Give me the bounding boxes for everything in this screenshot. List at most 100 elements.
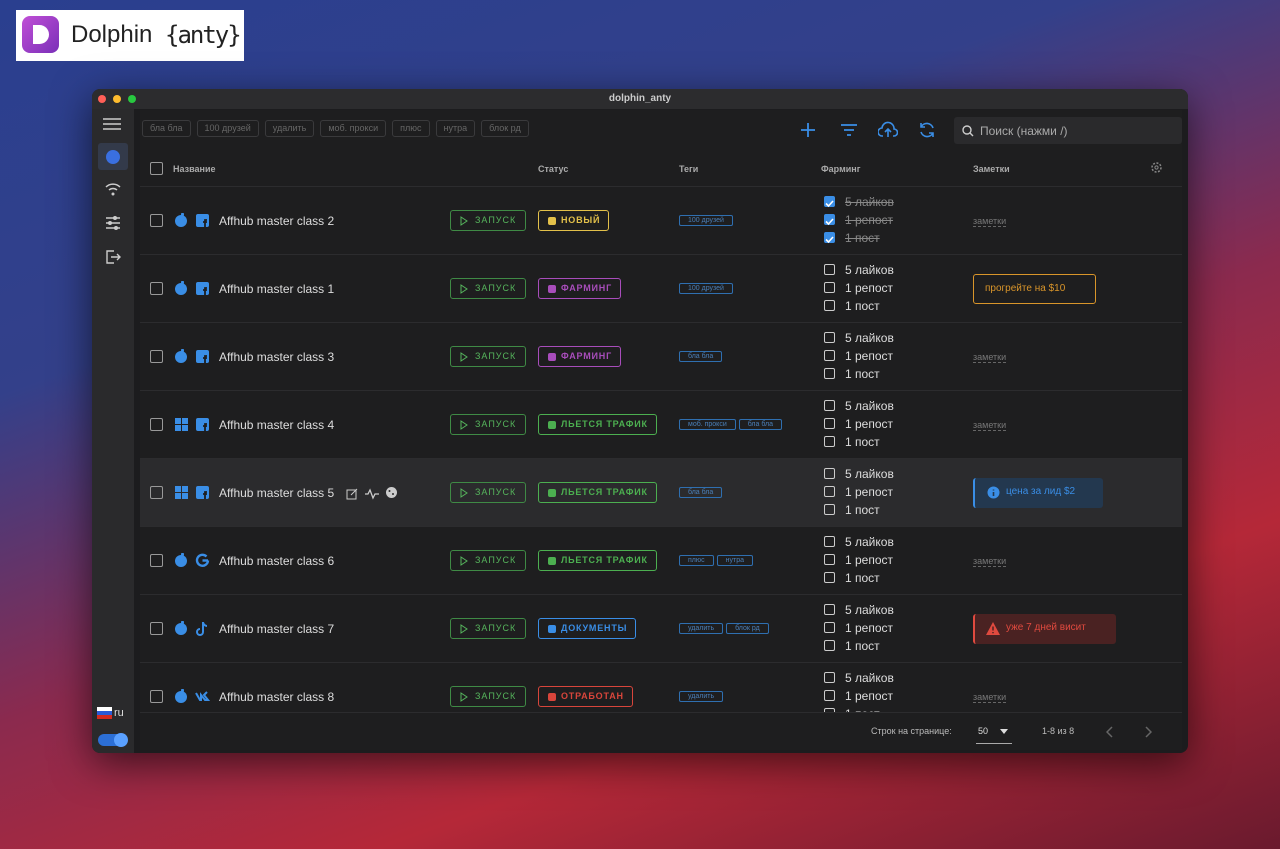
note[interactable]: цена за лид $2 [973,478,1103,508]
launch-button[interactable]: ЗАПУСК [450,618,526,639]
minimize-button[interactable] [113,95,121,103]
farming-checkbox[interactable] [824,468,835,479]
nav-profiles[interactable] [98,143,128,170]
tag-filter[interactable]: блок рд [481,120,529,137]
add-button[interactable] [800,122,816,138]
farming-checkbox[interactable] [824,504,835,515]
note-placeholder[interactable]: заметки [973,216,1007,227]
farming-checkbox[interactable] [824,554,835,565]
profile-row[interactable]: Affhub master class 7 ЗАПУСК ДОКУМЕНТЫ удал… [140,595,1182,663]
status-badge[interactable]: ФАРМИНГ [538,278,622,299]
language[interactable]: ru [114,707,124,719]
launch-button[interactable]: ЗАПУСК [450,550,526,571]
tag[interactable]: удалить [679,691,724,702]
farming-checkbox[interactable] [824,418,835,429]
tag-filter[interactable]: нутра [435,120,476,137]
profile-row[interactable]: Affhub master class 5 ЗАПУСК ЛЬЕТСЯ ТРАФИК… [140,459,1182,527]
row-checkbox[interactable] [150,690,163,703]
profile-row[interactable]: Affhub master class 8 ЗАПУСК ОТРАБОТАН удал… [140,663,1182,712]
profile-name[interactable]: Affhub master class 1 [219,282,335,296]
prev-page[interactable] [1106,726,1114,738]
farming-checkbox[interactable] [824,604,835,615]
note-placeholder[interactable]: заметки [973,556,1007,567]
status-badge[interactable]: ЛЬЕТСЯ ТРАФИК [538,550,657,571]
farming-checkbox[interactable] [824,368,835,379]
maximize-button[interactable] [128,95,136,103]
launch-button[interactable]: ЗАПУСК [450,414,526,435]
tag-filter[interactable]: моб. прокси [320,120,387,137]
farming-checkbox[interactable] [824,436,835,447]
close-button[interactable] [98,95,106,103]
tag[interactable]: блок рд [726,623,769,634]
tag-filter[interactable]: бла бла [142,120,191,137]
row-checkbox[interactable] [150,622,163,635]
launch-button[interactable]: ЗАПУСК [450,210,526,231]
menu-icon[interactable] [102,117,122,131]
profile-row[interactable]: Affhub master class 3 ЗАПУСК ФАРМИНГ бла бл… [140,323,1182,391]
row-checkbox[interactable] [150,350,163,363]
farming-checkbox[interactable] [824,690,835,701]
columns-settings[interactable] [1150,161,1163,174]
profile-row[interactable]: Affhub master class 1 ЗАПУСК ФАРМИНГ 100 др… [140,255,1182,323]
farming-checkbox[interactable] [824,708,835,712]
farming-checkbox[interactable] [824,300,835,311]
tag[interactable]: бла бла [738,419,783,430]
status-badge[interactable]: ДОКУМЕНТЫ [538,618,637,639]
tag[interactable]: нутра [716,555,753,566]
row-checkbox[interactable] [150,282,163,295]
profile-name[interactable]: Affhub master class 8 [219,690,335,704]
profile-name[interactable]: Affhub master class 5 [219,486,335,500]
tag[interactable]: 100 друзей [679,215,733,226]
status-badge[interactable]: ЛЬЕТСЯ ТРАФИК [538,414,657,435]
select-all-checkbox[interactable] [150,162,163,175]
farming-checkbox[interactable] [824,672,835,683]
tag[interactable]: бла бла [679,487,723,498]
status-badge[interactable]: ОТРАБОТАН [538,686,633,707]
search-box[interactable]: Поиск (нажми /) [954,117,1182,144]
row-checkbox[interactable] [150,214,163,227]
launch-button[interactable]: ЗАПУСК [450,482,526,503]
profile-name[interactable]: Affhub master class 4 [219,418,335,432]
note-placeholder[interactable]: заметки [973,420,1007,431]
filter-button[interactable] [840,123,858,137]
tag[interactable]: моб. прокси [679,419,736,430]
farming-checkbox[interactable] [824,400,835,411]
profile-name[interactable]: Affhub master class 2 [219,214,335,228]
tag[interactable]: бла бла [679,351,723,362]
status-badge[interactable]: НОВЫЙ [538,210,610,231]
note[interactable]: уже 7 дней висит [973,614,1116,644]
farming-checkbox[interactable] [824,486,835,497]
farming-checkbox[interactable] [824,332,835,343]
rows-per-page-select[interactable]: 50 [976,720,1012,744]
farming-checkbox[interactable] [824,350,835,361]
tag-filter[interactable]: 100 друзей [196,120,259,137]
farming-checkbox[interactable] [824,622,835,633]
note-placeholder[interactable]: заметки [973,692,1007,703]
profile-name[interactable]: Affhub master class 6 [219,554,335,568]
note-placeholder[interactable]: заметки [973,352,1007,363]
farming-checkbox[interactable] [824,282,835,293]
farming-checkbox[interactable] [824,264,835,275]
profile-row[interactable]: Affhub master class 2 ЗАПУСК НОВЫЙ 100 друз… [140,187,1182,255]
tag[interactable]: 100 друзей [679,283,733,294]
nav-settings[interactable] [104,215,122,231]
note[interactable]: прогрейте на $10 [973,274,1096,304]
farming-checkbox[interactable] [824,572,835,583]
farming-checkbox[interactable] [824,196,835,208]
launch-button[interactable]: ЗАПУСК [450,278,526,299]
status-badge[interactable]: ЛЬЕТСЯ ТРАФИК [538,482,657,503]
profile-name[interactable]: Affhub master class 3 [219,350,335,364]
profile-row[interactable]: Affhub master class 4 ЗАПУСК ЛЬЕТСЯ ТРАФИК… [140,391,1182,459]
next-page[interactable] [1144,726,1152,738]
status-badge[interactable]: ФАРМИНГ [538,346,622,367]
upload-button[interactable] [878,121,898,139]
launch-button[interactable]: ЗАПУСК [450,686,526,707]
profile-row[interactable]: Affhub master class 6 ЗАПУСК ЛЬЕТСЯ ТРАФИК… [140,527,1182,595]
tag-filter[interactable]: плюс [392,120,430,137]
farming-checkbox[interactable] [824,214,835,226]
row-checkbox[interactable] [150,554,163,567]
farming-checkbox[interactable] [824,640,835,651]
row-checkbox[interactable] [150,486,163,499]
nav-logout[interactable] [105,249,121,265]
refresh-button[interactable] [918,121,936,139]
